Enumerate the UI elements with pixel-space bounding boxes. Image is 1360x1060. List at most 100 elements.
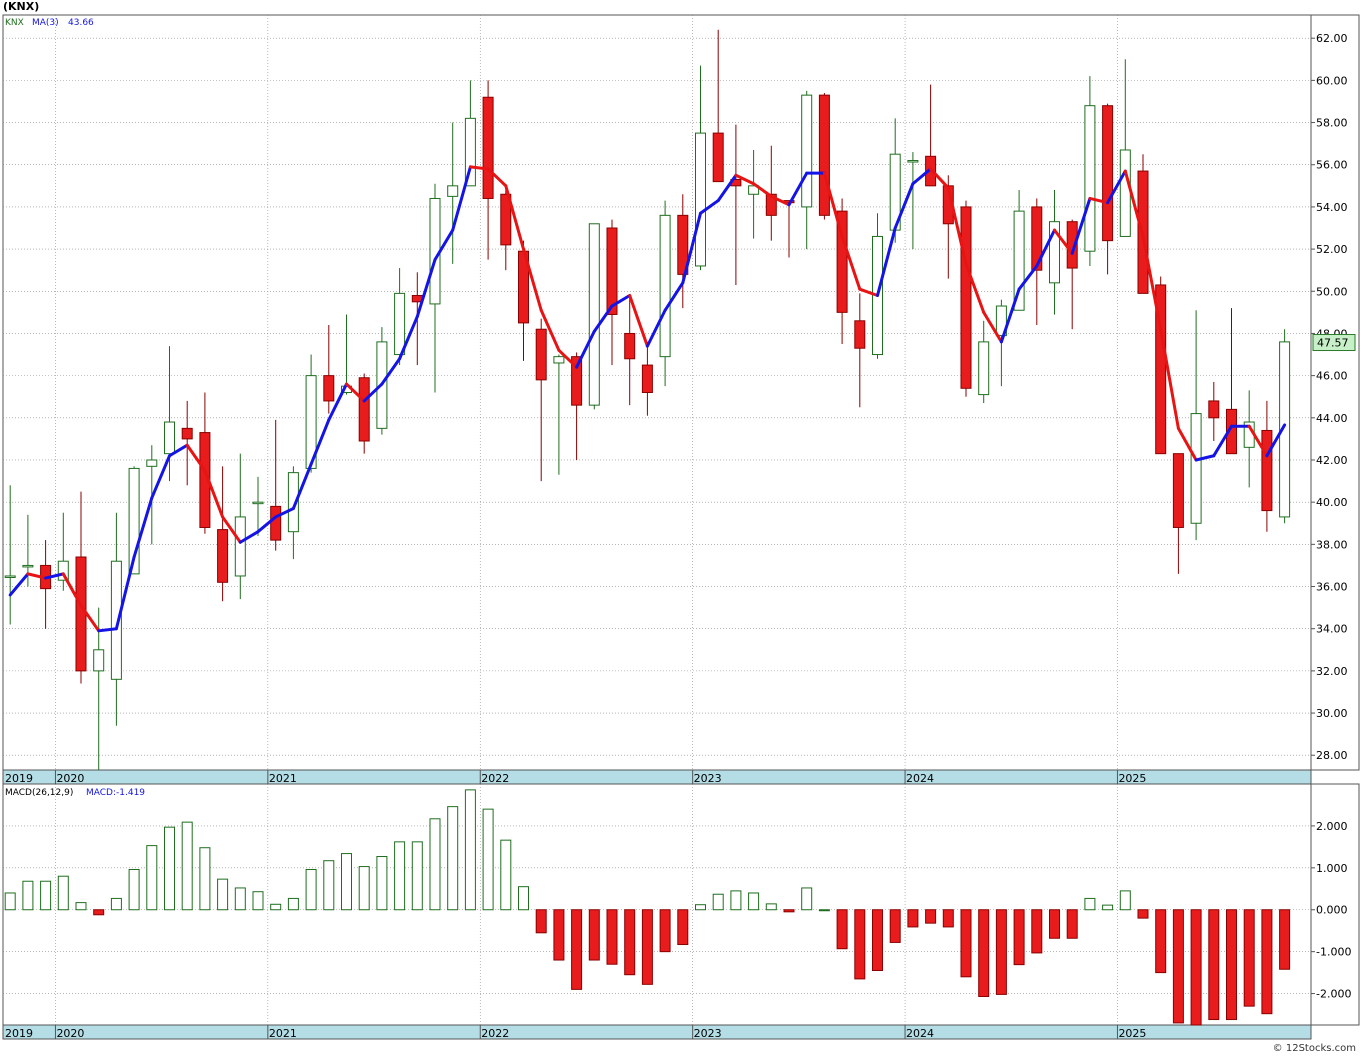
- ma-segment: [1141, 234, 1163, 331]
- macd-bar: [4, 892, 16, 911]
- macd-bar: [606, 909, 618, 965]
- ma-segment: [221, 515, 242, 544]
- price-tick-label: 38.00: [1316, 538, 1348, 551]
- price-tick-label: 36.00: [1316, 581, 1348, 594]
- macd-bar: [1172, 909, 1184, 1024]
- candle-body: [1084, 105, 1096, 252]
- year-label: 2020: [56, 772, 84, 785]
- ma-segment: [380, 357, 402, 386]
- macd-bar: [40, 880, 52, 911]
- macd-bar: [1013, 909, 1025, 966]
- price-tick-label: 56.00: [1316, 159, 1348, 172]
- candle-body: [748, 185, 760, 195]
- ma-segment: [97, 627, 118, 633]
- macd-bar: [1066, 909, 1078, 939]
- ma-segment: [79, 604, 101, 633]
- ma-segment: [663, 281, 685, 312]
- candle-body: [765, 193, 777, 216]
- macd-bar: [1084, 897, 1096, 911]
- ma-line: [8, 165, 1287, 633]
- ma-segment: [522, 247, 543, 312]
- price-tick-label: 44.00: [1316, 412, 1348, 425]
- ma-segment: [1035, 228, 1056, 268]
- macd-bar: [978, 909, 990, 997]
- macd-bar: [75, 902, 87, 911]
- ma-segment: [274, 506, 295, 519]
- price-tick-label: 62.00: [1316, 32, 1348, 45]
- legend-ma-value: 43.66: [68, 18, 94, 28]
- macd-bar: [341, 853, 352, 911]
- macd-bar: [1137, 909, 1149, 919]
- macd-bar: [730, 890, 742, 911]
- candle-body: [695, 132, 706, 267]
- year-label: 2025: [1118, 1027, 1146, 1040]
- ma-segment: [929, 167, 950, 190]
- macd-bar: [482, 808, 494, 911]
- macd-bar: [199, 847, 211, 911]
- macd-bar: [22, 880, 34, 911]
- macd-tick-label: 1.000: [1316, 862, 1348, 875]
- macd-tick-label: 2.000: [1316, 820, 1348, 833]
- macd-bar: [305, 869, 317, 911]
- macd-bar: [677, 909, 689, 946]
- candle-body: [110, 560, 122, 680]
- candle-body: [1208, 400, 1220, 419]
- legend-ma-label: MA(3): [32, 18, 59, 28]
- macd-bar: [1049, 909, 1060, 939]
- ma-segment: [557, 348, 579, 369]
- candle-body: [1190, 413, 1202, 524]
- candle-body: [146, 459, 158, 467]
- candle-body: [22, 564, 34, 568]
- year-label: 2024: [906, 772, 934, 785]
- year-label: 2021: [269, 1027, 297, 1040]
- candle-body: [712, 132, 724, 183]
- macd-bar: [1226, 909, 1237, 1021]
- ma-segment: [309, 418, 331, 466]
- candle-body: [1102, 105, 1114, 242]
- macd-bar: [535, 909, 547, 934]
- macd-bars: [4, 789, 1291, 1026]
- macd-bar: [518, 886, 529, 911]
- ma-segment: [1088, 196, 1110, 205]
- candle-body: [818, 94, 830, 216]
- ma-segment: [628, 293, 649, 348]
- ma-segment: [752, 182, 773, 198]
- page-title: (KNX): [3, 0, 40, 13]
- macd-bar: [270, 903, 282, 911]
- macd-bar: [907, 909, 919, 928]
- macd-bar: [1279, 909, 1291, 970]
- year-label: 2021: [269, 772, 297, 785]
- ma-segment: [734, 173, 756, 186]
- ma-segment: [8, 572, 30, 597]
- macd-bar: [376, 856, 388, 911]
- candle-body: [535, 328, 547, 381]
- macd-bar: [1155, 909, 1167, 974]
- ma-segment: [185, 443, 207, 473]
- macd-bar: [818, 909, 830, 912]
- macd-bar: [1243, 909, 1255, 1007]
- candle-body: [588, 223, 600, 406]
- macd-tick-label: -1.000: [1316, 946, 1351, 959]
- ma-segment: [362, 382, 384, 403]
- candle-body: [854, 320, 866, 349]
- candle-body: [358, 377, 370, 442]
- candle-body: [907, 160, 919, 163]
- candle-body: [571, 356, 583, 406]
- candle-body: [624, 332, 636, 360]
- ma-segment: [592, 304, 614, 333]
- macd-bar: [57, 875, 69, 911]
- ma-segment: [1123, 169, 1145, 238]
- price-legend: KNX MA(3) 43.66: [5, 18, 94, 28]
- macd-bar: [641, 909, 653, 985]
- macd-bar: [146, 845, 158, 911]
- macd-bar: [695, 904, 706, 911]
- macd-bar: [995, 909, 1007, 995]
- year-label: 2022: [481, 1027, 509, 1040]
- ma-segment: [150, 454, 171, 500]
- macd-tick-label: -2.000: [1316, 988, 1351, 1001]
- candle-body: [323, 375, 335, 402]
- candle-body: [1155, 284, 1167, 455]
- ma-segment: [415, 258, 437, 319]
- candle-body: [394, 292, 406, 356]
- ma-segment: [1194, 454, 1216, 462]
